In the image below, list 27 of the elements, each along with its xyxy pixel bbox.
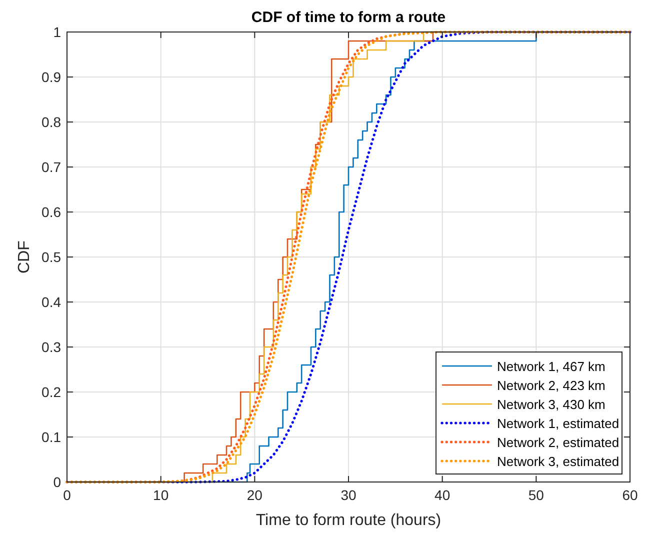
legend-label: Network 2, 423 km bbox=[497, 378, 606, 393]
legend-label: Network 1, estimated bbox=[497, 416, 620, 431]
y-tick-label: 0.1 bbox=[42, 429, 62, 445]
legend-label: Network 1, 467 km bbox=[497, 359, 606, 374]
x-tick-label: 40 bbox=[434, 487, 450, 503]
x-tick-label: 20 bbox=[246, 487, 263, 503]
y-tick-label: 0 bbox=[53, 474, 62, 490]
y-axis-title: CDF bbox=[16, 240, 33, 274]
x-tick-label: 10 bbox=[153, 487, 169, 503]
x-tick-label: 30 bbox=[340, 487, 356, 503]
y-tick-label: 0.6 bbox=[42, 204, 62, 220]
y-tick-label: 0.8 bbox=[42, 114, 62, 130]
y-tick-label: 0.4 bbox=[42, 294, 62, 310]
legend-label: Network 3, 430 km bbox=[497, 397, 606, 412]
y-tick-label: 0.2 bbox=[42, 384, 62, 400]
x-tick-label: 50 bbox=[528, 487, 544, 503]
chart-title: CDF of time to form a route bbox=[251, 9, 446, 26]
legend-label: Network 2, estimated bbox=[497, 435, 620, 450]
x-axis-title: Time to form route (hours) bbox=[256, 512, 442, 529]
legend-label: Network 3, estimated bbox=[497, 454, 620, 469]
x-tick-label: 60 bbox=[622, 487, 638, 503]
y-tick-label: 0.3 bbox=[42, 339, 62, 355]
y-tick-label: 0.5 bbox=[42, 249, 62, 265]
y-tick-label: 0.7 bbox=[42, 159, 62, 175]
x-tick-label: 0 bbox=[63, 487, 72, 503]
y-tick-label: 1 bbox=[53, 24, 62, 40]
y-tick-label: 0.9 bbox=[42, 69, 62, 85]
